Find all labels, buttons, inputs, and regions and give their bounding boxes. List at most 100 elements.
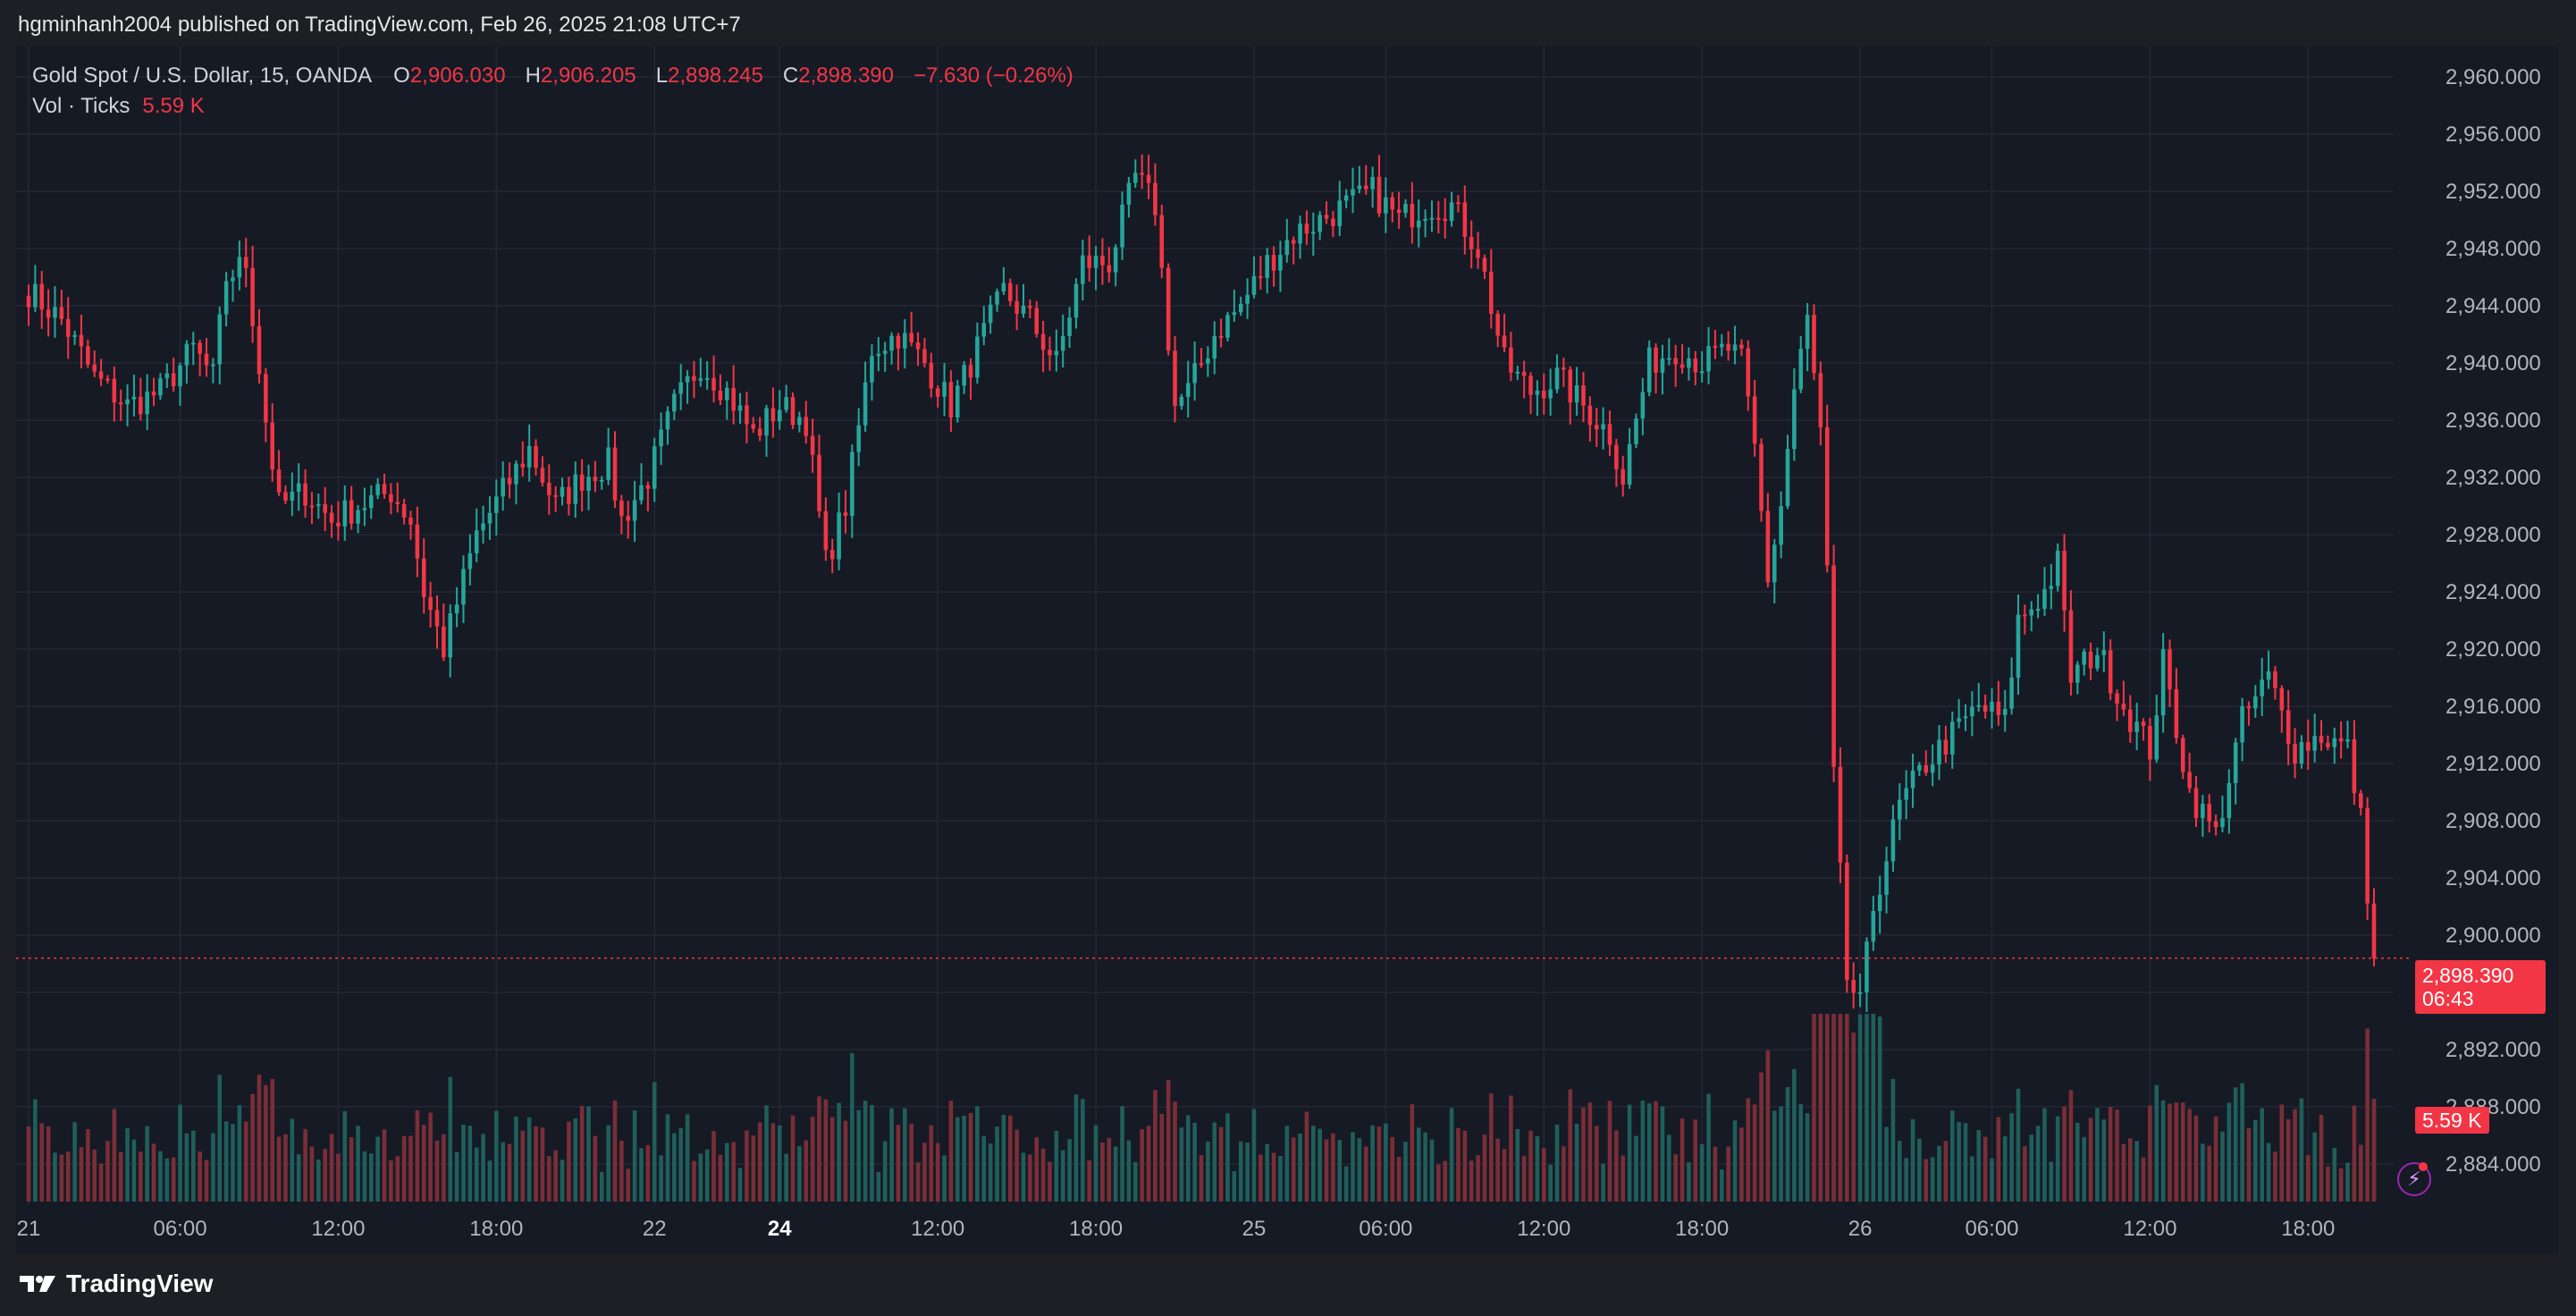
candle-body [1126, 182, 1132, 205]
volume-bar [434, 1140, 440, 1202]
candle-body [1521, 371, 1527, 376]
volume-bar [1831, 1014, 1836, 1202]
candle-body [276, 469, 282, 493]
volume-bar [612, 1100, 618, 1202]
volume-bar [1140, 1129, 1144, 1202]
candle-body [237, 257, 242, 278]
volume-label[interactable]: Vol · Ticks [32, 94, 130, 118]
candle-body [1687, 359, 1691, 368]
candle-body [184, 343, 189, 366]
tradingview-logo-icon[interactable] [18, 1272, 57, 1295]
candle-body [2201, 804, 2205, 819]
volume-bar [2002, 1136, 2008, 1202]
time-tick-label: 06:00 [1359, 1217, 1412, 1241]
volume-bar [1601, 1163, 1605, 1202]
volume-bar [1317, 1128, 1322, 1202]
volume-bar [316, 1159, 321, 1202]
chart-area[interactable]: 2,960.000 2,956.000 2,952.000 2,948.000 2,94… [16, 46, 2558, 1253]
candle-body [1785, 449, 1790, 507]
volume-bar [626, 1168, 631, 1202]
symbol-name[interactable]: Gold Spot / U.S. Dollar, 15, OANDA [32, 63, 373, 88]
price-axis: 2,960.000 2,956.000 2,952.000 2,948.000 2,94… [2446, 65, 2541, 1177]
candle-body [1614, 444, 1619, 469]
volume-bar [2213, 1116, 2218, 1202]
volume-bar [1739, 1127, 1744, 1202]
volume-bar [645, 1144, 651, 1202]
volume-bar [368, 1153, 374, 1202]
candle-body [685, 375, 690, 383]
volume-bar [33, 1099, 38, 1202]
volume-bar [1732, 1120, 1738, 1202]
candle-body [1772, 544, 1777, 583]
candle-body [1943, 739, 1949, 755]
volume-bar [889, 1108, 894, 1202]
volume-bar [1081, 1099, 1085, 1202]
candle-body [1331, 218, 1335, 226]
candle-body [1351, 189, 1355, 196]
volume-bar [198, 1151, 202, 1202]
candle-body [1587, 405, 1593, 426]
volume-bar [1298, 1133, 1302, 1202]
candle-body [2160, 649, 2166, 716]
candle-body [1660, 359, 1665, 373]
candle-body [1073, 283, 1079, 318]
candle-body [1396, 209, 1402, 214]
volume-bar [401, 1135, 407, 1202]
price-tick-label: 2,932.000 [2446, 466, 2541, 490]
volume-bar [2233, 1087, 2238, 1202]
volume-bar [1087, 1160, 1091, 1202]
volume-bar [1568, 1089, 1573, 1202]
volume-bar [164, 1158, 170, 1202]
volume-bar [2326, 1166, 2330, 1202]
volume-bar [39, 1123, 45, 1202]
price-tick-label: 2,916.000 [2446, 695, 2541, 719]
volume-bar [290, 1118, 295, 1202]
volume-bar [540, 1127, 545, 1202]
candle-body [843, 512, 848, 516]
candle-body [1054, 350, 1059, 356]
candle-body [896, 335, 901, 349]
volume-bar [1429, 1139, 1435, 1202]
volume-bar [593, 1135, 598, 1202]
candle-body [1469, 236, 1474, 249]
candle-body [903, 333, 907, 349]
candle-body [1212, 335, 1217, 359]
price-tick-label: 2,956.000 [2446, 122, 2541, 147]
candle-body [593, 477, 598, 482]
candle-body [1621, 468, 1626, 485]
tradingview-brand[interactable]: TradingView [66, 1270, 214, 1297]
volume-bar [1218, 1126, 1224, 1202]
volume-bar [903, 1108, 907, 1202]
candle-body [474, 530, 479, 553]
price-tick-label: 2,940.000 [2446, 351, 2541, 375]
volume-bar [2279, 1104, 2285, 1202]
volume-bar [1581, 1107, 1586, 1202]
candle-body [1146, 174, 1151, 183]
candle-body [1462, 202, 1468, 237]
candle-body [2193, 788, 2199, 819]
volume-bar [2141, 1157, 2146, 1202]
candle-body [553, 494, 558, 497]
volume-bar [1192, 1122, 1197, 1202]
lightning-icon[interactable]: ⚡ [2397, 1162, 2431, 1196]
candle-body [329, 512, 334, 523]
volume-bar [909, 1124, 913, 1202]
candle-body [53, 307, 57, 318]
volume-bar [2240, 1083, 2244, 1202]
candle-body [612, 447, 618, 501]
publisher-line: hgminhanh2004 published on TradingView.c… [18, 13, 741, 37]
volume-bar [92, 1149, 97, 1202]
volume-bar [2108, 1107, 2113, 1202]
candle-body [2108, 650, 2113, 694]
volume-bar [737, 1168, 743, 1202]
price-tick-label: 2,948.000 [2446, 237, 2541, 261]
candle-body [1983, 704, 1988, 713]
candle-body [264, 374, 268, 423]
volume-bar [882, 1141, 888, 1202]
candle-body [33, 283, 38, 308]
candle-body [2068, 610, 2074, 683]
candle-body [309, 505, 315, 508]
candle-body [1890, 819, 1896, 862]
candle-body [1278, 255, 1283, 271]
candle-body [408, 517, 413, 525]
